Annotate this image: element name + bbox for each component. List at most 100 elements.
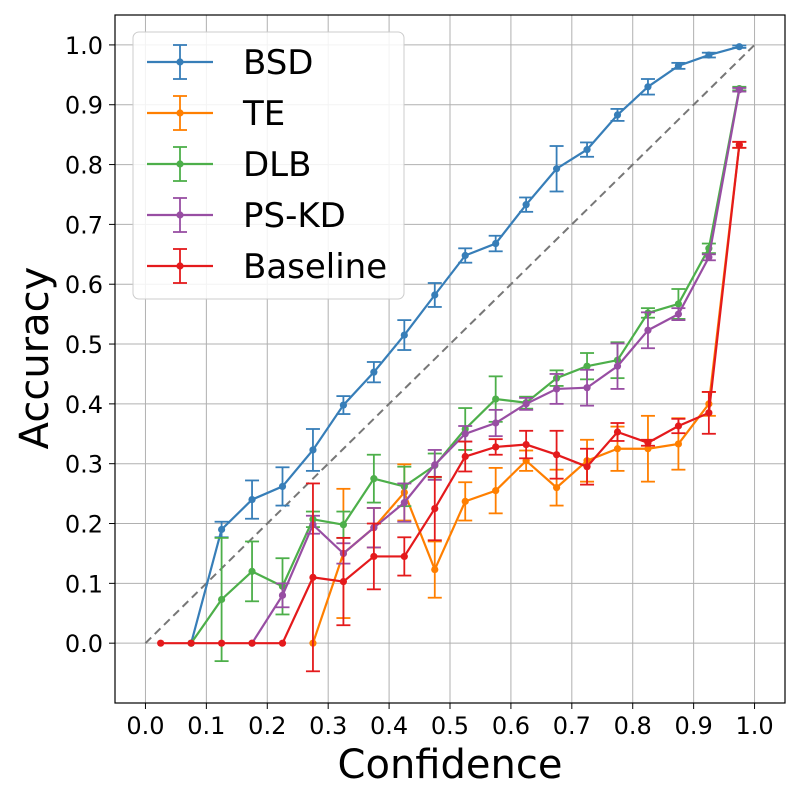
data-point: [278, 639, 287, 647]
legend-box: [132, 31, 405, 300]
data-point: [613, 111, 622, 119]
data-point: [370, 552, 378, 561]
data-point: [644, 83, 652, 91]
data-point: [187, 639, 195, 647]
data-point: [522, 400, 530, 408]
data-point: [461, 430, 469, 438]
legend-label: BSD: [243, 43, 314, 83]
series-layer: [157, 43, 747, 673]
y-axis-label: Accuracy: [12, 267, 58, 450]
data-point: [339, 521, 348, 529]
series-baseline: [157, 140, 747, 673]
legend-label: Baseline: [243, 247, 387, 287]
data-point: [217, 525, 226, 534]
data-point: [613, 362, 622, 370]
y-tick-label: 0.7: [65, 211, 103, 239]
series-line: [160, 144, 741, 645]
y-tick-label: 0.0: [65, 630, 103, 658]
data-point: [492, 239, 500, 248]
data-point: [461, 251, 469, 260]
data-point: [492, 443, 500, 451]
data-point: [522, 201, 530, 209]
data-point: [339, 401, 348, 409]
y-axis-ticks: 0.0 0.1 0.2 0.3 0.4 0.5 0.6 0.7 0.8 0.9 1.0: [65, 32, 115, 658]
data-point: [674, 440, 683, 448]
x-tick-label: 0.1: [187, 712, 225, 740]
x-axis-ticks: 0.0 0.1 0.2 0.3 0.4 0.5 0.6 0.7 0.8 0.9 1.0: [126, 703, 774, 740]
legend-label: PS-KD: [243, 196, 346, 236]
legend-item: DLB: [147, 145, 311, 185]
legend-marker: [176, 58, 184, 66]
x-axis-label: Confidence: [338, 742, 563, 788]
data-point: [644, 439, 652, 447]
data-point: [370, 368, 378, 376]
y-tick-label: 0.2: [65, 511, 103, 539]
data-point: [552, 451, 561, 459]
x-tick-label: 0.5: [431, 712, 469, 740]
legend-item: TE: [147, 94, 285, 134]
legend-item: BSD: [147, 43, 314, 83]
data-point: [339, 577, 348, 586]
data-point: [674, 62, 683, 70]
legend-item: PS-KD: [147, 196, 346, 236]
y-tick-label: 0.9: [65, 92, 103, 120]
x-tick-label: 0.8: [614, 712, 652, 740]
legend-marker: [176, 262, 184, 270]
data-point: [735, 86, 743, 94]
data-point: [644, 445, 652, 453]
data-point: [461, 497, 469, 505]
legend-label: TE: [242, 94, 285, 134]
data-point: [248, 567, 256, 575]
data-point: [735, 43, 743, 51]
series-bsd: [187, 43, 747, 647]
data-point: [492, 487, 500, 495]
data-point: [309, 573, 317, 581]
legend-marker: [176, 211, 184, 219]
y-tick-label: 0.6: [65, 271, 103, 299]
data-point: [309, 446, 317, 454]
data-point: [400, 498, 408, 507]
data-point: [613, 428, 622, 436]
data-point: [552, 385, 561, 393]
data-point: [248, 639, 256, 647]
data-point: [400, 331, 408, 339]
data-point: [157, 639, 165, 647]
data-point: [674, 300, 683, 308]
x-tick-label: 0.4: [370, 712, 408, 740]
data-point: [431, 461, 439, 469]
data-point: [705, 409, 713, 417]
data-point: [644, 326, 652, 334]
data-point: [400, 552, 408, 561]
y-tick-label: 1.0: [65, 32, 103, 60]
legend-item: Baseline: [147, 247, 387, 287]
legend-marker: [176, 109, 184, 117]
data-point: [583, 362, 591, 370]
data-point: [431, 291, 439, 299]
data-point: [248, 495, 256, 504]
y-tick-label: 0.4: [65, 391, 103, 419]
data-point: [674, 310, 683, 318]
x-tick-label: 0.3: [309, 712, 347, 740]
x-tick-label: 0.9: [675, 712, 713, 740]
data-point: [735, 141, 743, 149]
data-point: [431, 504, 439, 513]
y-tick-label: 0.5: [65, 331, 103, 359]
legend-label: DLB: [243, 145, 311, 185]
data-point: [552, 165, 561, 173]
x-tick-label: 0.0: [126, 712, 164, 740]
data-point: [431, 565, 439, 574]
data-point: [552, 484, 561, 492]
data-point: [461, 452, 469, 461]
data-point: [370, 475, 378, 483]
data-point: [217, 639, 226, 647]
data-point: [583, 146, 591, 154]
x-tick-label: 1.0: [735, 712, 773, 740]
data-point: [705, 51, 713, 59]
data-point: [583, 384, 591, 392]
data-point: [278, 591, 287, 599]
y-tick-label: 0.3: [65, 451, 103, 479]
x-tick-label: 0.2: [248, 712, 286, 740]
y-tick-label: 0.1: [65, 570, 103, 598]
x-tick-label: 0.7: [553, 712, 591, 740]
